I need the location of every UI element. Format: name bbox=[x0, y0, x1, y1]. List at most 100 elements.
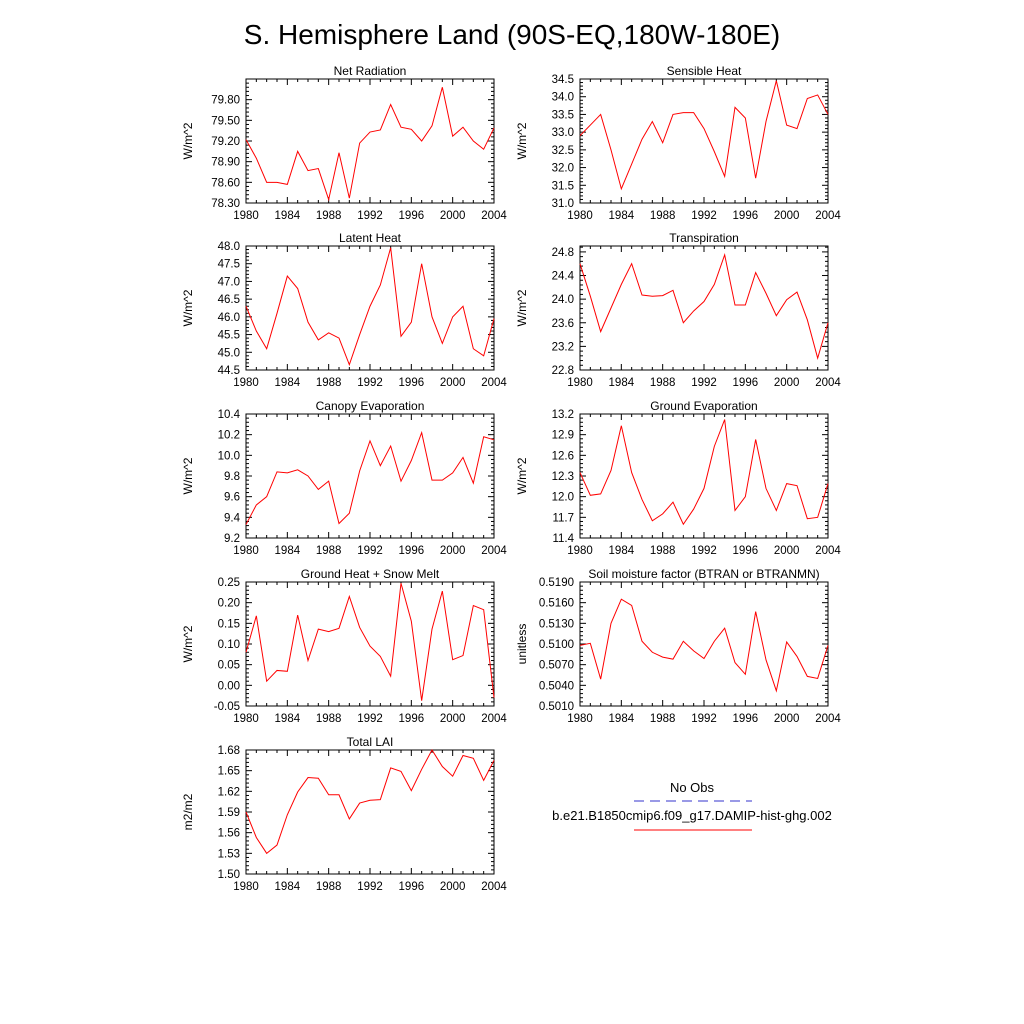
x-tick-label: 1996 bbox=[733, 713, 759, 725]
x-tick-label: 1992 bbox=[691, 545, 717, 557]
panel-canopy-evaporation: Canopy Evaporation 1980 1984 1988 1992 1996 20… bbox=[181, 399, 507, 557]
panel-title: Net Radiation bbox=[334, 64, 407, 78]
x-tick-label: 1996 bbox=[733, 545, 759, 557]
x-tick-label: 2004 bbox=[481, 545, 507, 557]
y-tick-label: 79.80 bbox=[211, 95, 240, 107]
panel-sensible-heat: Sensible Heat 1980 1984 1988 1992 1996 2000 200… bbox=[515, 64, 841, 222]
y-tick-label: 78.30 bbox=[211, 198, 240, 210]
x-tick-label: 2000 bbox=[440, 210, 466, 222]
y-axis-label: W/m^2 bbox=[515, 122, 529, 159]
y-tick-label: 11.7 bbox=[552, 512, 574, 524]
legend-label-model: b.e21.B1850cmip6.f09_g17.DAMIP-hist-ghg.… bbox=[552, 808, 832, 823]
y-tick-label: 78.90 bbox=[211, 157, 240, 169]
x-tick-label: 2004 bbox=[815, 210, 841, 222]
x-tick-label: 1988 bbox=[316, 881, 342, 893]
x-tick-label: 1984 bbox=[609, 210, 635, 222]
legend: No Obs b.e21.B1850cmip6.f09_g17.DAMIP-hi… bbox=[552, 780, 832, 831]
x-tick-label: 1980 bbox=[233, 377, 259, 389]
x-tick-label: 1996 bbox=[399, 713, 425, 725]
y-tick-label: 9.6 bbox=[224, 492, 240, 504]
y-tick-label: 47.0 bbox=[218, 276, 240, 288]
x-tick-label: 2004 bbox=[481, 210, 507, 222]
x-tick-label: 2000 bbox=[774, 377, 800, 389]
y-axis-label: W/m^2 bbox=[181, 625, 195, 662]
panel-ground-evaporation: Ground Evaporation 1980 1984 1988 1992 1996 20… bbox=[515, 399, 841, 557]
plot-frame bbox=[245, 413, 495, 539]
x-tick-label: 2000 bbox=[774, 545, 800, 557]
series-line bbox=[245, 430, 495, 525]
x-tick-label: 1992 bbox=[357, 881, 383, 893]
y-tick-label: 0.20 bbox=[218, 598, 240, 610]
y-tick-label: 24.8 bbox=[552, 247, 574, 259]
y-tick-label: 1.56 bbox=[218, 828, 240, 840]
y-axis-label: W/m^2 bbox=[181, 122, 195, 159]
panel-soil-moisture-factor-btran-or-btranmn: Soil moisture factor (BTRAN or BTRANMN) 1… bbox=[515, 567, 841, 725]
y-tick-label: 31.5 bbox=[552, 180, 574, 192]
panel-net-radiation: Net Radiation 1980 1984 1988 1992 1996 2000 200… bbox=[181, 64, 507, 222]
y-tick-label: 45.0 bbox=[218, 347, 240, 359]
y-tick-label: 1.59 bbox=[218, 807, 240, 819]
y-tick-label: 34.5 bbox=[552, 74, 574, 86]
x-tick-label: 1992 bbox=[357, 377, 383, 389]
y-axis-label: W/m^2 bbox=[181, 289, 195, 326]
series-line bbox=[579, 80, 829, 191]
y-tick-label: 46.0 bbox=[218, 312, 240, 324]
x-tick-label: 1984 bbox=[609, 545, 635, 557]
x-tick-label: 1984 bbox=[275, 713, 301, 725]
y-tick-label: 1.50 bbox=[218, 869, 240, 881]
x-tick-label: 1980 bbox=[233, 881, 259, 893]
panel-title: Ground Heat + Snow Melt bbox=[301, 567, 440, 581]
y-tick-label: 45.5 bbox=[218, 330, 240, 342]
series-line bbox=[579, 252, 829, 361]
y-tick-label: 79.50 bbox=[211, 115, 240, 127]
panel-title: Soil moisture factor (BTRAN or BTRANMN) bbox=[588, 567, 819, 581]
x-tick-label: 1980 bbox=[567, 713, 593, 725]
panel-title: Canopy Evaporation bbox=[316, 399, 425, 413]
x-tick-label: 1984 bbox=[275, 210, 301, 222]
x-tick-label: 1980 bbox=[233, 713, 259, 725]
x-tick-label: 2004 bbox=[815, 545, 841, 557]
x-tick-label: 1996 bbox=[399, 881, 425, 893]
series-line bbox=[245, 247, 495, 367]
x-tick-label: 1988 bbox=[316, 377, 342, 389]
y-tick-label: 12.9 bbox=[552, 430, 574, 442]
y-tick-label: 12.3 bbox=[552, 471, 574, 483]
y-tick-label: 0.5130 bbox=[539, 618, 574, 630]
x-tick-label: 1988 bbox=[650, 377, 676, 389]
y-tick-label: 9.8 bbox=[224, 471, 240, 483]
plot-frame bbox=[579, 581, 829, 707]
panel-latent-heat: Latent Heat 1980 1984 1988 1992 1996 2000 2004 4… bbox=[181, 231, 507, 389]
plot-frame bbox=[579, 413, 829, 539]
y-tick-label: 47.5 bbox=[218, 259, 240, 271]
y-axis-label: m2/m2 bbox=[181, 793, 195, 830]
plot-frame bbox=[245, 78, 495, 204]
y-tick-label: 22.8 bbox=[552, 365, 574, 377]
plot-frame bbox=[245, 581, 495, 707]
y-tick-label: 44.5 bbox=[218, 365, 240, 377]
x-tick-label: 2004 bbox=[815, 713, 841, 725]
series-line bbox=[245, 583, 495, 701]
panel-ground-heat-snow-melt: Ground Heat + Snow Melt 1980 1984 1988 1992 1… bbox=[181, 567, 507, 725]
x-tick-label: 2004 bbox=[815, 377, 841, 389]
y-axis-label: W/m^2 bbox=[181, 457, 195, 494]
y-tick-label: 24.0 bbox=[552, 294, 574, 306]
x-tick-label: 1988 bbox=[650, 713, 676, 725]
x-tick-label: 1992 bbox=[357, 545, 383, 557]
y-tick-label: 23.6 bbox=[552, 318, 574, 330]
series-line bbox=[245, 87, 495, 202]
y-tick-label: 48.0 bbox=[218, 241, 240, 253]
y-tick-label: 9.4 bbox=[224, 512, 241, 524]
x-tick-label: 1988 bbox=[650, 210, 676, 222]
y-tick-label: 33.0 bbox=[552, 127, 574, 139]
y-tick-label: 0.15 bbox=[218, 618, 240, 630]
y-tick-label: 0.5160 bbox=[539, 598, 574, 610]
x-tick-label: 1996 bbox=[399, 210, 425, 222]
x-tick-label: 2000 bbox=[774, 210, 800, 222]
y-tick-label: 32.5 bbox=[552, 145, 574, 157]
y-tick-label: 0.25 bbox=[218, 577, 240, 589]
y-tick-label: 0.00 bbox=[218, 680, 240, 692]
y-tick-label: 0.10 bbox=[218, 639, 240, 651]
x-tick-label: 1980 bbox=[567, 377, 593, 389]
series-line bbox=[245, 749, 495, 855]
panel-title: Transpiration bbox=[669, 231, 739, 245]
